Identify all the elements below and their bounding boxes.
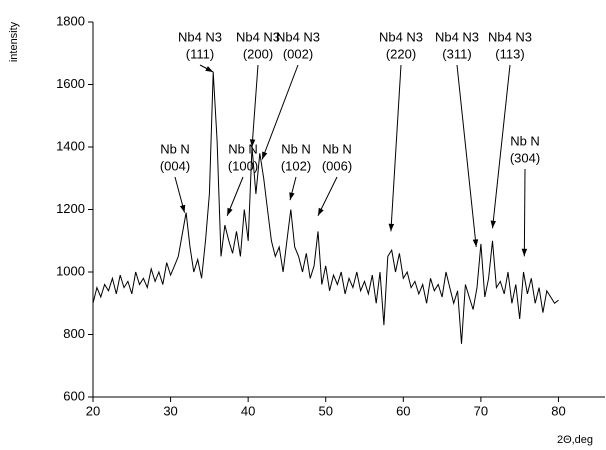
annotation-label: (200) [243,46,273,61]
annotation-label: Nb4 N3 [379,29,423,44]
arrow-head [249,139,256,147]
annotation-label: (111) [186,46,214,61]
annotation-arrow [251,64,259,148]
y-tick-label: 600 [63,388,85,403]
y-tick-label: 800 [63,326,85,341]
arrow-head [289,192,295,201]
x-tick-label: 60 [396,403,410,418]
annotation-arrow [261,64,299,160]
arrow-head [317,207,324,216]
x-axis-label: 2Θ,deg [557,434,593,446]
arrow-head [179,204,186,213]
y-axis-label: intensity [8,21,20,62]
annotation-label: (004) [160,158,190,173]
annotation-label: Nb4 N3 [276,29,320,44]
annotation-label: Nb N [160,141,190,156]
annotation-label: Nb N [322,141,352,156]
annotation-label: (220) [386,46,416,61]
x-tick-label: 70 [474,403,488,418]
data-line [92,71,559,344]
annotation-label: Nb N [228,141,258,156]
x-tick-label: 30 [163,403,177,418]
arrow-head [262,151,268,160]
annotation-arrow [523,168,526,257]
arrow-head [472,239,479,247]
arrow-head [521,248,528,257]
arrow-head [227,207,233,216]
x-tick-label: 50 [318,403,332,418]
annotation-label: (102) [281,158,311,173]
y-tick-label: 1000 [56,263,85,278]
annotation-label: (113) [495,46,524,61]
arrow-head [205,66,214,72]
annotation-label: Nb N [510,133,540,148]
annotation-label: Nb4 N3 [236,29,280,44]
annotation-label: (006) [322,158,352,173]
y-tick-label: 1600 [56,76,85,91]
annotation-label: Nb N [281,141,311,156]
x-tick-label: 80 [551,403,565,418]
annotation-label: (304) [510,150,540,165]
y-tick-label: 1800 [56,13,85,28]
annotation-label: (002) [283,46,313,61]
y-tick-label: 1400 [56,138,85,153]
x-tick-label: 40 [241,403,255,418]
y-tick-label: 1200 [56,201,85,216]
annotation-label: (100) [228,158,258,173]
annotation-label: (311) [442,46,471,61]
annotation-arrow [492,64,511,229]
x-tick-label: 20 [86,403,100,418]
annotation-arrow [456,64,477,248]
annotation-label: Nb4 N3 [488,29,532,44]
arrow-head [388,223,395,232]
annotation-label: Nb4 N3 [435,29,479,44]
annotation-label: Nb4 N3 [178,29,222,44]
annotation-arrow [390,64,402,232]
arrow-head [490,220,496,229]
